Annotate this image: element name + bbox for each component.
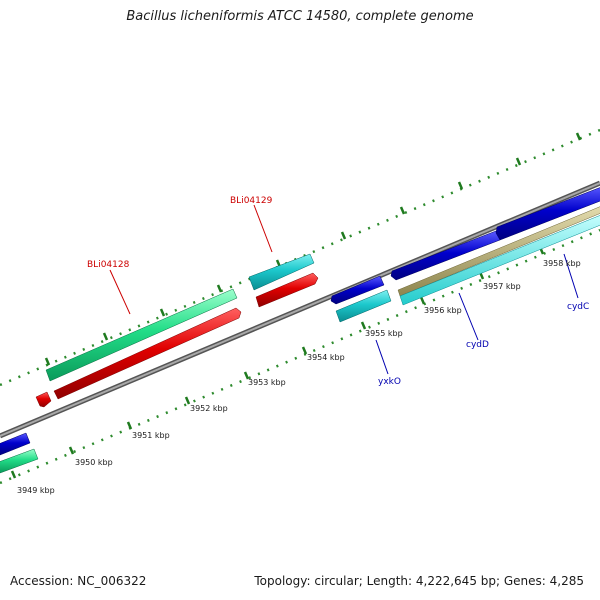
gene-yxko-blue[interactable] bbox=[330, 275, 385, 305]
gene-bli04128-reverse[interactable] bbox=[53, 307, 242, 400]
gene-bli04128-forward[interactable] bbox=[45, 288, 238, 382]
scale-label-3949: 3949 kbp bbox=[17, 486, 55, 495]
outer-tick-ring bbox=[0, 128, 600, 387]
genome-summary-text: Topology: circular; Length: 4,222,645 bp… bbox=[254, 574, 584, 588]
gene-yxko-cyan[interactable] bbox=[335, 289, 392, 323]
gene-small-red-arrow[interactable] bbox=[35, 391, 52, 408]
gene-gold-strip[interactable] bbox=[397, 205, 600, 297]
gene-lowerleft-blue[interactable] bbox=[0, 432, 31, 456]
accession-text: Accession: NC_006322 bbox=[10, 574, 147, 588]
gene-label-yxko[interactable]: yxkO bbox=[378, 377, 401, 387]
scale-label-3958: 3958 kbp bbox=[543, 259, 581, 268]
scale-label-3957: 3957 kbp bbox=[483, 282, 521, 291]
scale-label-3954: 3954 kbp bbox=[307, 353, 345, 362]
gene-cydd-blue[interactable] bbox=[390, 230, 501, 281]
scale-label-3950: 3950 kbp bbox=[75, 458, 113, 467]
gene-label-cydc[interactable]: cydC bbox=[567, 302, 589, 312]
scale-label-3952: 3952 kbp bbox=[190, 404, 228, 413]
gene-label-bli04129[interactable]: BLi04129 bbox=[230, 196, 273, 206]
scale-label-3953: 3953 kbp bbox=[248, 378, 286, 387]
scale-label-3955: 3955 kbp bbox=[365, 329, 403, 338]
gene-label-bli04128[interactable]: BLi04128 bbox=[87, 260, 130, 270]
gene-cydc-blue[interactable] bbox=[495, 186, 600, 241]
gene-lowerleft-mint[interactable] bbox=[0, 448, 39, 474]
page-title: Bacillus licheniformis ATCC 14580, compl… bbox=[126, 9, 474, 24]
scale-label-3951: 3951 kbp bbox=[132, 431, 170, 440]
gene-aqua-strip[interactable] bbox=[399, 213, 600, 306]
gene-label-leaders bbox=[109, 204, 579, 375]
gene-bli04129-forward[interactable] bbox=[248, 253, 315, 291]
gene-bli04129-reverse[interactable] bbox=[255, 272, 319, 308]
genome-backbone bbox=[0, 180, 600, 439]
inner-tick-ring bbox=[0, 228, 600, 485]
gene-label-cydd[interactable]: cydD bbox=[466, 340, 489, 350]
scale-label-3956: 3956 kbp bbox=[424, 306, 462, 315]
